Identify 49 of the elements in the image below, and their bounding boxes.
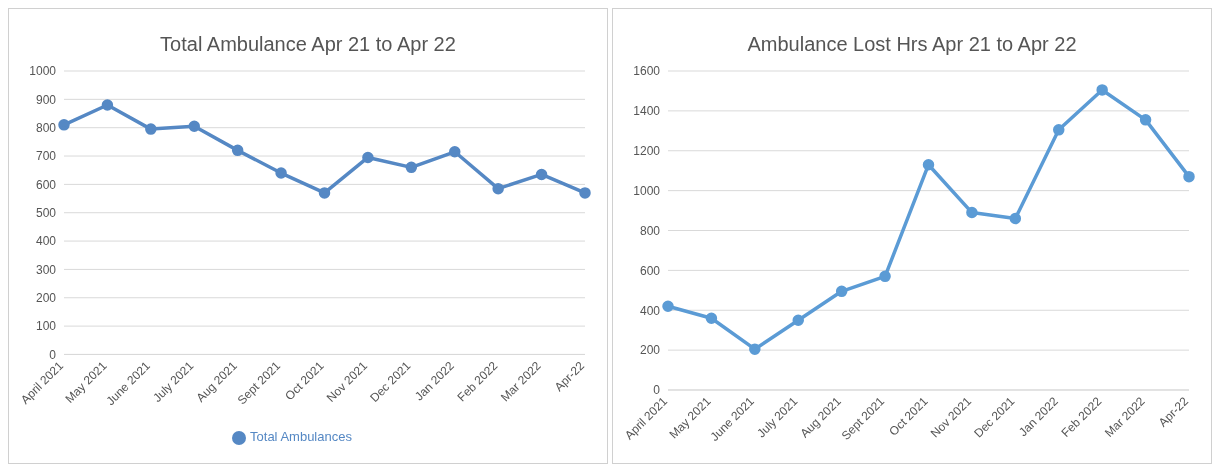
- y-tick-label: 900: [35, 92, 57, 107]
- point: [579, 187, 591, 199]
- point: [362, 151, 374, 164]
- chart-title: Ambulance Lost Hrs Apr 21 to Apr 22: [746, 33, 1078, 57]
- y-tick-label: 1000: [633, 183, 661, 198]
- point: [749, 343, 761, 355]
- chart-title: Total Ambulance Apr 21 to Apr 22: [159, 33, 457, 57]
- point: [318, 187, 331, 199]
- y-tick-label: 200: [639, 343, 661, 358]
- y-tick-label: 600: [35, 177, 57, 192]
- point: [231, 144, 244, 157]
- point: [1139, 114, 1152, 126]
- point: [145, 123, 157, 135]
- point: [58, 119, 70, 131]
- point: [405, 161, 418, 174]
- point: [101, 99, 114, 111]
- point: [188, 120, 200, 133]
- y-tick-label: 400: [35, 234, 57, 249]
- y-tick-label: 100: [35, 319, 57, 334]
- y-tick-label: 1000: [29, 64, 57, 79]
- point: [879, 270, 891, 283]
- y-tick-label: 700: [35, 149, 57, 164]
- y-tick-label: 800: [35, 120, 57, 135]
- y-tick-label: 400: [639, 303, 661, 318]
- y-tick-label: 600: [639, 263, 661, 278]
- y-tick-label: 0: [653, 383, 661, 398]
- point: [705, 312, 718, 324]
- point: [492, 182, 504, 195]
- y-tick-label: 200: [35, 291, 57, 306]
- y-tick-label: 500: [35, 205, 57, 220]
- point: [835, 285, 848, 298]
- legend-label: Total Ambulances: [250, 429, 352, 445]
- y-tick-label: 800: [639, 223, 661, 238]
- point: [792, 314, 804, 326]
- y-tick-label: 1600: [633, 64, 661, 79]
- point: [275, 167, 287, 179]
- y-tick-label: 0: [49, 347, 57, 362]
- point: [662, 300, 674, 313]
- y-tick-label: 1200: [633, 144, 661, 159]
- point: [1009, 212, 1022, 225]
- point: [1183, 170, 1195, 183]
- y-tick-label: 300: [35, 262, 57, 277]
- y-tick-label: 1400: [633, 104, 661, 119]
- point: [449, 146, 461, 158]
- point: [966, 206, 978, 219]
- point: [1053, 124, 1065, 136]
- point: [922, 158, 935, 171]
- point: [1096, 84, 1108, 96]
- point: [535, 168, 548, 181]
